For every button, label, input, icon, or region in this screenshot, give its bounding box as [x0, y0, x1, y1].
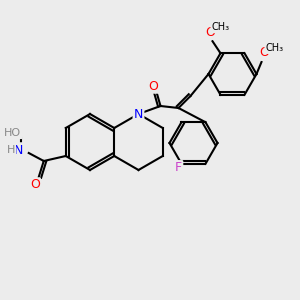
- Text: H: H: [7, 145, 15, 155]
- Text: O: O: [148, 80, 158, 92]
- Text: O: O: [260, 46, 269, 59]
- Text: HO: HO: [4, 128, 21, 138]
- Text: CH₃: CH₃: [266, 43, 284, 53]
- Text: O: O: [30, 178, 40, 191]
- Text: N: N: [14, 143, 23, 157]
- Text: N: N: [134, 107, 143, 121]
- Text: F: F: [175, 161, 182, 174]
- Text: O: O: [206, 26, 215, 39]
- Text: CH₃: CH₃: [212, 22, 230, 32]
